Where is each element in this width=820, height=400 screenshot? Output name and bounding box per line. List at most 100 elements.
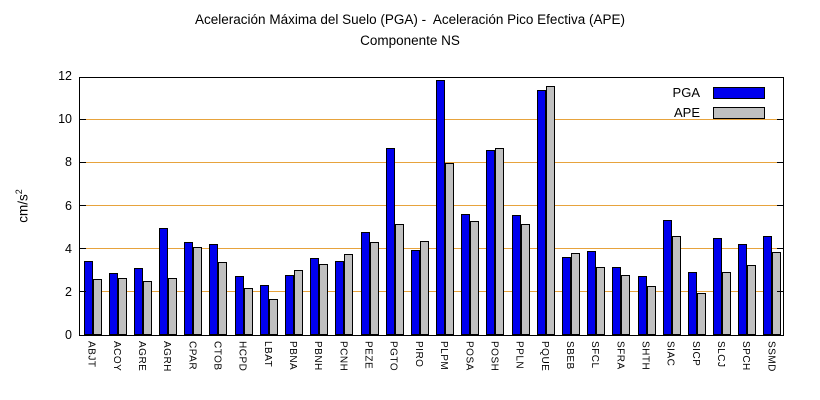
- bar-ape-ACOY: [117, 278, 127, 335]
- chart-subtitle: Componente NS: [360, 33, 460, 48]
- bar-ape-ABJT: [92, 279, 102, 335]
- bar-pga-SBEB: [561, 257, 571, 335]
- x-tick-label-SPCH: SPCH: [740, 341, 752, 371]
- bar-pga-SFCL: [587, 251, 597, 335]
- bar-pga-AGRE: [133, 268, 143, 335]
- x-tick-label-PLPM: PLPM: [438, 341, 450, 371]
- x-tick-label-PBNH: PBNH: [312, 341, 324, 371]
- x-tick-label-POSA: POSA: [463, 341, 475, 371]
- bar-ape-PEZE: [369, 242, 379, 335]
- bar-pga-AGRH: [159, 228, 169, 335]
- y-axis-label-base: cm/s: [15, 194, 31, 223]
- x-tick-label-SSMD: SSMD: [765, 341, 777, 372]
- bar-pga-PLPM: [436, 80, 446, 335]
- bar-pga-PIRO: [410, 250, 420, 335]
- x-tick-label-ABJT: ABJT: [85, 341, 97, 368]
- bar-pga-SICP: [687, 272, 697, 335]
- bar-ape-SFRA: [621, 275, 631, 335]
- bar-pga-PGTO: [385, 148, 395, 335]
- y-tickmark: [80, 291, 86, 293]
- legend-swatch-ape-icon: [713, 106, 765, 119]
- x-tick-label-CPAR: CPAR: [186, 341, 198, 371]
- y-tickmark: [80, 205, 86, 206]
- x-tick-label-AGRE: AGRE: [135, 341, 147, 372]
- gridline-y-4: [80, 248, 783, 250]
- legend-row-pga: PGA: [673, 85, 765, 100]
- bar-pga-PBNH: [310, 258, 320, 335]
- bar-ape-SFCL: [596, 267, 606, 335]
- bar-ape-PQUE: [545, 86, 555, 335]
- bar-ape-SLCJ: [722, 272, 732, 335]
- chart-title: Aceleración Máxima del Suelo (PGA) - Ace…: [195, 12, 625, 27]
- x-tick-label-PPLN: PPLN: [513, 341, 525, 370]
- x-tick-label-SFRA: SFRA: [614, 341, 626, 370]
- legend-swatch-pga-icon: [713, 86, 765, 99]
- y-tickmark: [80, 248, 86, 250]
- bar-ape-PBNH: [319, 264, 329, 335]
- x-tick-label-HCPD: HCPD: [236, 341, 248, 372]
- bar-pga-CPAR: [184, 242, 194, 335]
- bar-ape-PLPM: [445, 163, 455, 335]
- x-tick-label-SICP: SICP: [689, 341, 701, 367]
- y-tickmark: [777, 161, 783, 163]
- x-tick-label-LBAT: LBAT: [261, 341, 273, 368]
- gridline-y-2: [80, 291, 783, 293]
- bar-ape-PCNH: [344, 254, 354, 335]
- bar-ape-SICP: [696, 293, 706, 335]
- y-axis-label-superscript: 2: [13, 189, 24, 195]
- x-tick-label-PQUE: PQUE: [538, 341, 550, 372]
- bar-ape-PBNA: [294, 270, 304, 335]
- bar-ape-PIRO: [419, 241, 429, 335]
- gridline-y-8: [80, 161, 783, 163]
- y-tick-label-0: 0: [65, 328, 72, 342]
- legend: PGA APE: [673, 85, 765, 125]
- bar-ape-SIAC: [671, 236, 681, 335]
- bar-pga-ABJT: [83, 261, 93, 335]
- bar-pga-PCNH: [335, 261, 345, 335]
- bar-pga-SIAC: [662, 220, 672, 335]
- y-tickmark: [777, 248, 783, 250]
- y-tick-label-10: 10: [58, 112, 72, 127]
- x-tick-label-SFCL: SFCL: [589, 341, 601, 369]
- x-tick-label-SBEB: SBEB: [563, 341, 575, 370]
- bar-pga-LBAT: [259, 285, 269, 335]
- bar-ape-POSA: [470, 221, 480, 335]
- bar-pga-SPCH: [738, 244, 748, 335]
- bar-pga-PQUE: [536, 90, 546, 335]
- x-tick-label-SHTH: SHTH: [639, 341, 651, 371]
- y-tickmark: [777, 291, 783, 293]
- gridline-y-10: [80, 118, 783, 120]
- bar-ape-LBAT: [268, 299, 278, 335]
- x-tick-label-AGRH: AGRH: [161, 341, 173, 372]
- bar-ape-CPAR: [193, 247, 203, 335]
- bar-pga-ACOY: [108, 273, 118, 335]
- bar-pga-PBNA: [285, 275, 295, 335]
- x-tick-label-PBNA: PBNA: [287, 341, 299, 371]
- bar-ape-AGRE: [142, 281, 152, 335]
- y-tickmark: [80, 161, 86, 163]
- bar-ape-POSH: [495, 148, 505, 335]
- bar-ape-HCPD: [243, 288, 253, 335]
- x-tick-label-PGTO: PGTO: [387, 341, 399, 372]
- gridline-y-6: [80, 205, 783, 206]
- y-tick-label-6: 6: [65, 198, 72, 213]
- bar-pga-SFRA: [612, 267, 622, 335]
- x-tick-label-SLCJ: SLCJ: [715, 341, 727, 368]
- bar-ape-SBEB: [570, 253, 580, 335]
- legend-row-ape: APE: [673, 105, 765, 120]
- y-tickmark: [777, 205, 783, 206]
- bar-pga-PEZE: [360, 232, 370, 335]
- bar-ape-PGTO: [394, 224, 404, 335]
- bar-ape-SSMD: [772, 252, 782, 335]
- x-tick-label-CTOB: CTOB: [211, 341, 223, 371]
- bar-ape-CTOB: [218, 262, 228, 335]
- y-tickmark: [777, 118, 783, 120]
- bar-ape-PPLN: [520, 224, 530, 335]
- x-tick-label-PCNH: PCNH: [337, 341, 349, 372]
- x-tick-label-POSH: POSH: [488, 341, 500, 372]
- bar-pga-POSA: [461, 214, 471, 335]
- bar-ape-AGRH: [168, 278, 178, 335]
- legend-label-pga: PGA: [672, 85, 700, 100]
- x-tick-label-PIRO: PIRO: [412, 341, 424, 368]
